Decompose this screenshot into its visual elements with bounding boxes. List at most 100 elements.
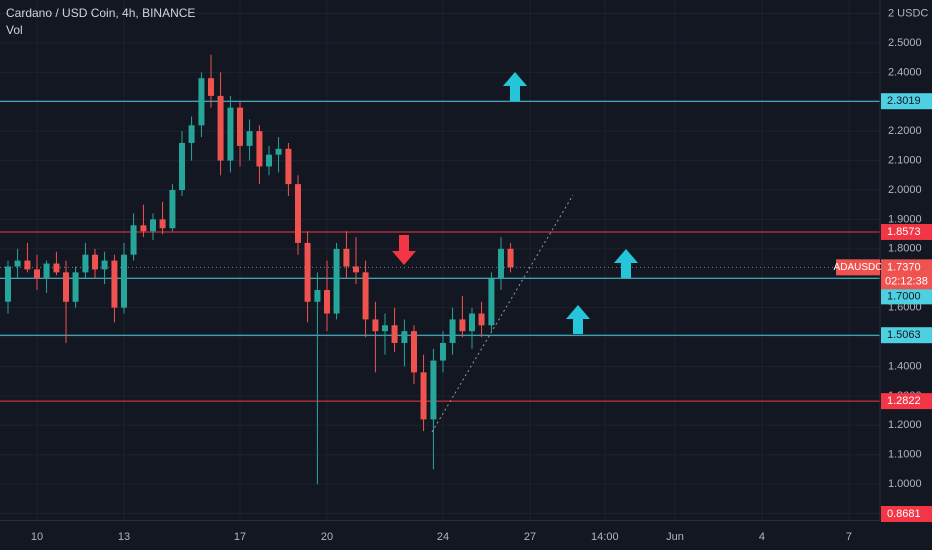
symbol-box (836, 259, 880, 276)
level-label: 0.8681 (887, 508, 921, 520)
candle-body (420, 372, 427, 420)
y-tick-label: 1.4000 (888, 360, 922, 372)
candle-body (439, 342, 446, 361)
y-tick-label: 1.9000 (888, 213, 922, 225)
candle-body (34, 269, 41, 279)
level-label-box (881, 93, 932, 110)
x-tick-label: 17 (234, 531, 246, 543)
candle-body (265, 154, 272, 167)
y-tick-label: 2.0000 (888, 184, 922, 196)
trend-line (431, 194, 574, 433)
level-label-box (881, 223, 932, 240)
candle-body (53, 263, 60, 273)
last-price-label: 1.7370 (887, 261, 921, 273)
candle-body (314, 290, 321, 302)
candle-body (169, 190, 176, 229)
candle-body (488, 278, 495, 326)
up-arrow (614, 249, 638, 278)
candle-body (449, 319, 456, 343)
candle-body (43, 263, 50, 279)
level-label: 2.3019 (887, 95, 921, 107)
candle-body (275, 148, 282, 155)
grid (0, 0, 880, 520)
level-label-box (881, 393, 932, 410)
y-tick-label: 2 USDC (888, 7, 928, 19)
level-label: 1.5063 (887, 329, 921, 341)
y-tick-label: 2.5000 (888, 37, 922, 49)
x-tick-label: 10 (31, 531, 43, 543)
x-tick-label: 14:00 (591, 531, 619, 543)
x-tick-label: 27 (524, 531, 536, 543)
candle-body (294, 184, 301, 243)
candle-body (63, 272, 70, 302)
y-tick-label: 1.8000 (888, 243, 922, 255)
down-arrow (392, 235, 416, 265)
candle-body (410, 331, 417, 373)
up-arrow (503, 72, 527, 101)
candle-body (333, 248, 340, 314)
y-tick-label: 1.1000 (888, 449, 922, 461)
candle-body (459, 319, 466, 332)
x-tick-label: 13 (118, 531, 130, 543)
y-tick-label: 2.4000 (888, 66, 922, 78)
level-label-box (881, 288, 932, 305)
candle-body (246, 131, 253, 146)
y-tick-label: 2.1000 (888, 154, 922, 166)
x-tick-label: 24 (437, 531, 449, 543)
candle-body (507, 248, 514, 268)
candle-body (72, 272, 79, 302)
candle-body (207, 78, 214, 96)
arrows (503, 72, 638, 334)
candle-body (372, 319, 379, 332)
candle-body (14, 260, 21, 267)
candle-body (323, 290, 330, 314)
x-tick-label: Jun (666, 531, 684, 543)
y-tick-label: 1.2000 (888, 419, 922, 431)
x-tick-label: 7 (846, 531, 852, 543)
x-tick-label: 20 (321, 531, 333, 543)
level-label: 1.8573 (887, 226, 921, 238)
candle-body (497, 248, 504, 279)
candle-body (304, 242, 311, 302)
level-label-box (881, 506, 932, 522)
last-price-box (881, 259, 932, 290)
candle-body (24, 260, 31, 270)
time-axis (0, 520, 880, 550)
up-arrow (566, 305, 590, 334)
candle-body (92, 254, 99, 270)
y-tick-label: 1.6000 (888, 302, 922, 314)
candle-body (178, 142, 185, 190)
candle-body (198, 78, 205, 126)
candle-body (140, 225, 147, 232)
candle-body (256, 131, 263, 167)
candle-body (111, 260, 118, 308)
candle-body (149, 219, 156, 232)
candle-body (217, 95, 224, 161)
candle-body (82, 254, 89, 273)
candle-body (188, 125, 195, 143)
countdown-label: 02:12:38 (885, 275, 928, 287)
candle-body (352, 266, 359, 273)
y-tick-label: 2.2000 (888, 125, 922, 137)
candle-body (120, 254, 127, 308)
candle-body (391, 325, 398, 343)
x-tick-label: 4 (759, 531, 765, 543)
level-label-box (881, 327, 932, 344)
volume-label: Vol (6, 23, 23, 37)
level-label: 1.7000 (887, 290, 921, 302)
candle-body (430, 360, 437, 420)
candle-body (343, 248, 350, 267)
candle-body (468, 313, 475, 332)
y-tick-label: 1.0000 (888, 478, 922, 490)
level-label: 1.2822 (887, 395, 921, 407)
candle-body (159, 219, 166, 229)
candle-body (362, 272, 369, 320)
candle-body (5, 266, 12, 302)
candle-body (285, 148, 292, 185)
chart-title: Cardano / USD Coin, 4h, BINANCE (6, 6, 195, 20)
candle-body (381, 325, 388, 332)
candle-body (227, 107, 234, 161)
candle-body (130, 225, 137, 255)
